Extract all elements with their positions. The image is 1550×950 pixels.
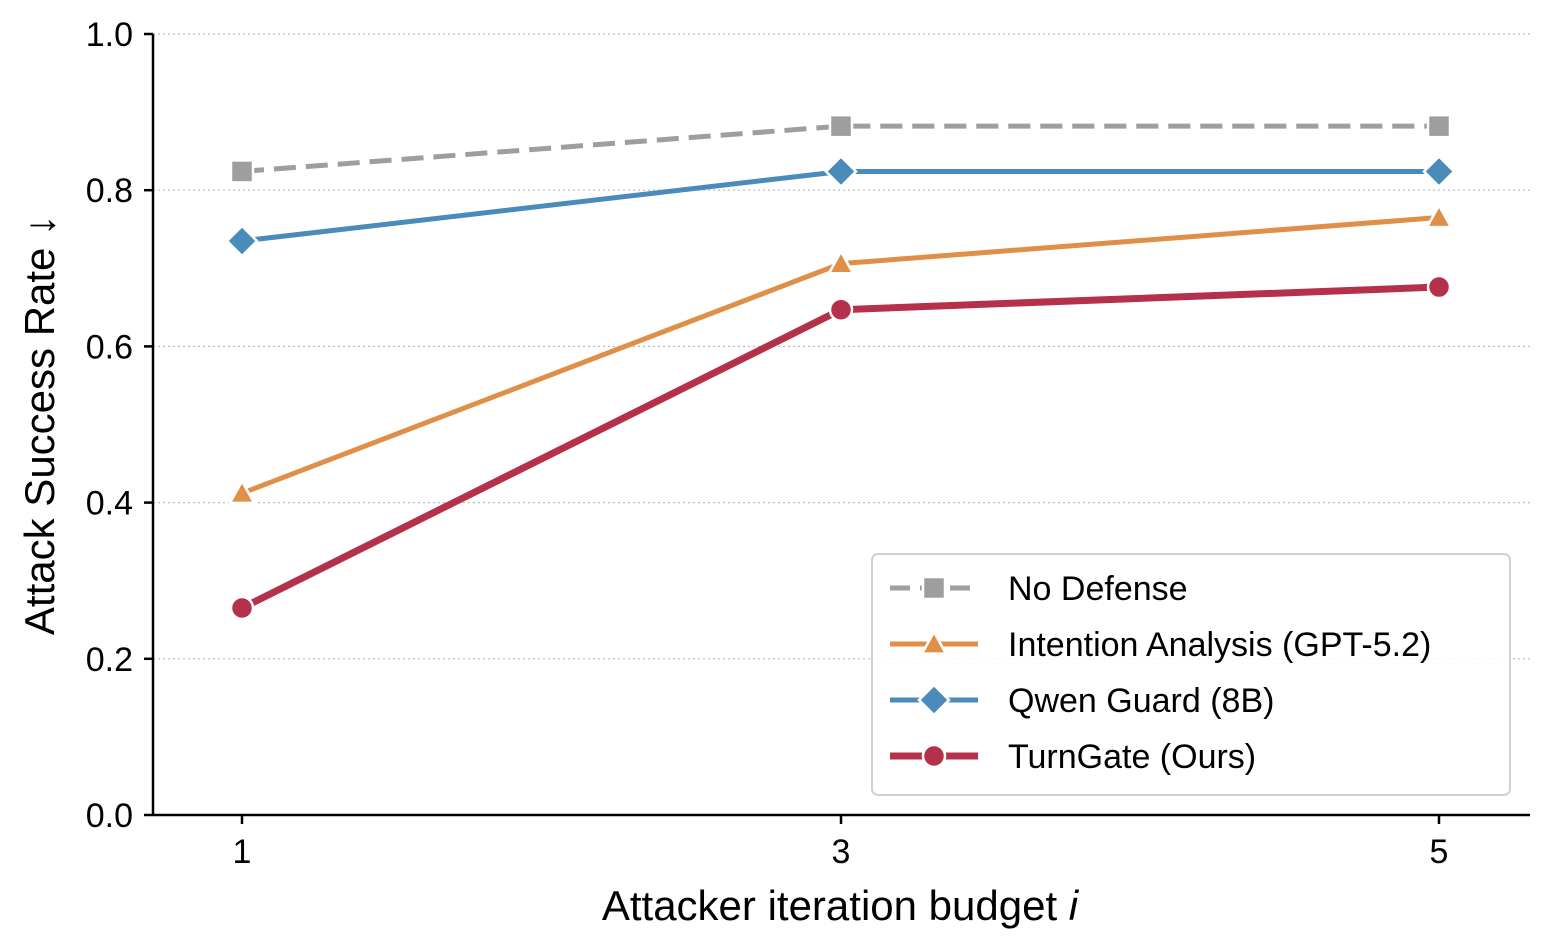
data-point (919, 629, 949, 655)
data-point (826, 249, 856, 275)
y-tick-label: 0.6 (86, 328, 133, 366)
y-tick-label: 0.0 (86, 797, 133, 835)
y-ticks: 0.0 0.2 0.4 0.6 0.8 1.0 (86, 16, 153, 835)
series-0 (229, 113, 1452, 184)
legend-frame (871, 553, 1511, 796)
legend-entry: Qwen Guard (8B) (890, 682, 1274, 720)
legend-entry: No Defense (890, 570, 1188, 608)
data-point (921, 575, 947, 601)
x-axis-label: Attacker iteration budget i (602, 882, 1080, 929)
data-point (917, 683, 951, 717)
data-point (824, 154, 858, 189)
series-line (241, 123, 1439, 174)
legend: No Defense Intention Analysis (GPT-5.2) Qw… (871, 553, 1511, 796)
data-point (921, 743, 947, 769)
series-1 (227, 202, 1454, 505)
data-point (1426, 274, 1452, 300)
y-tick-label: 0.8 (86, 172, 133, 210)
data-point (227, 478, 257, 505)
legend-label: Intention Analysis (GPT-5.2) (1008, 626, 1431, 664)
x-tick-label: 5 (1430, 833, 1449, 871)
y-axis-label: Attack Success Rate ↓ (16, 215, 63, 635)
legend-label: No Defense (1008, 570, 1188, 608)
legend-label: Qwen Guard (8B) (1008, 682, 1274, 720)
data-point (229, 159, 255, 184)
data-point (1422, 154, 1456, 189)
legend-entry: TurnGate (Ours) (890, 738, 1256, 776)
y-tick-label: 0.2 (86, 641, 133, 679)
series-3 (229, 274, 1452, 621)
x-ticks: 1 3 5 (233, 815, 1449, 871)
data-point (1424, 202, 1454, 229)
series-2 (225, 154, 1456, 258)
legend-entry: Intention Analysis (GPT-5.2) (890, 626, 1431, 664)
legend-label: TurnGate (Ours) (1008, 738, 1256, 776)
y-tick-label: 1.0 (86, 16, 133, 54)
y-tick-label: 0.4 (86, 485, 133, 523)
data-point (229, 595, 255, 621)
data-point (1426, 113, 1452, 139)
data-point (828, 297, 854, 322)
data-point (225, 224, 259, 258)
data-point (828, 113, 854, 139)
series-group (225, 113, 1456, 621)
x-tick-label: 3 (832, 833, 851, 871)
x-tick-label: 1 (233, 833, 252, 871)
